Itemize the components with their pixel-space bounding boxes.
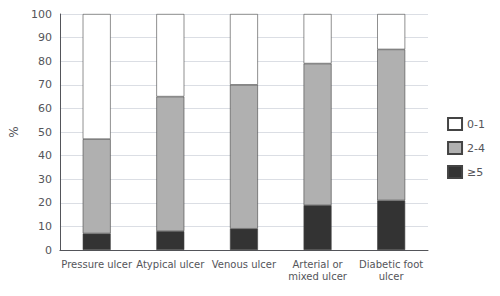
svg-text:2-4: 2-4 bbox=[467, 142, 485, 155]
svg-text:Atypical ulcer: Atypical ulcer bbox=[136, 259, 205, 270]
svg-text:30: 30 bbox=[38, 173, 52, 186]
svg-text:mixed ulcer: mixed ulcer bbox=[288, 271, 348, 282]
svg-text:Diabetic foot: Diabetic foot bbox=[359, 259, 423, 270]
svg-text:100: 100 bbox=[31, 8, 52, 21]
svg-text:Pressure ulcer: Pressure ulcer bbox=[61, 259, 133, 270]
svg-text:Arterial or: Arterial or bbox=[292, 259, 343, 270]
svg-text:ulcer: ulcer bbox=[379, 271, 405, 282]
svg-text:80: 80 bbox=[38, 55, 52, 68]
svg-text:0-1: 0-1 bbox=[467, 118, 485, 131]
svg-text:60: 60 bbox=[38, 102, 52, 115]
svg-text:70: 70 bbox=[38, 78, 52, 91]
svg-text:%: % bbox=[7, 126, 21, 137]
svg-text:≥5: ≥5 bbox=[467, 166, 483, 179]
svg-text:Venous ulcer: Venous ulcer bbox=[212, 259, 277, 270]
svg-text:40: 40 bbox=[38, 149, 52, 162]
svg-text:0: 0 bbox=[45, 244, 52, 257]
svg-text:20: 20 bbox=[38, 196, 52, 209]
svg-text:10: 10 bbox=[38, 220, 52, 233]
svg-text:50: 50 bbox=[38, 126, 52, 139]
svg-text:90: 90 bbox=[38, 31, 52, 44]
